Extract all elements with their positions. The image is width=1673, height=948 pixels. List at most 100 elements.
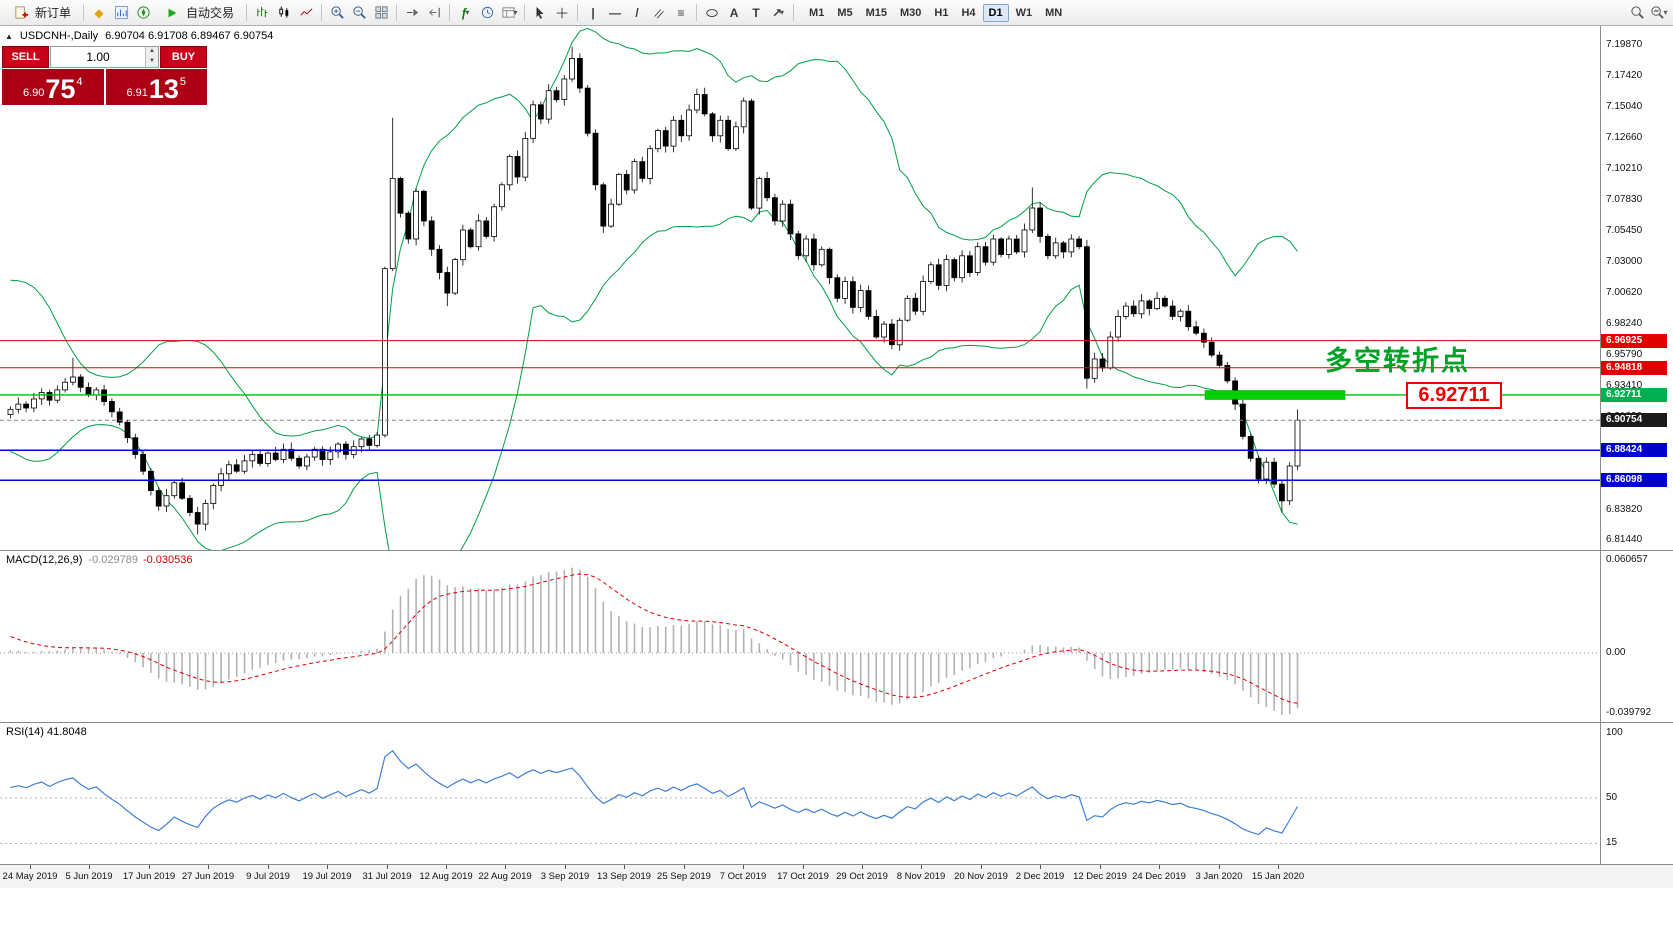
macd-axis[interactable]: 0.060657 0.00 -0.039792 — [1600, 551, 1673, 722]
price-chart-canvas[interactable] — [0, 26, 1600, 550]
sell-price-display[interactable]: 6.90 75 4 — [2, 69, 104, 105]
arrows-dropdown-icon: ▾ — [780, 8, 785, 17]
separator — [321, 4, 323, 21]
ohlc-values: 6.90704 6.91708 6.89467 6.90754 — [105, 30, 274, 42]
price-axis-label: 6.98240 — [1606, 318, 1643, 329]
indicators-dropdown-icon: ▾ — [465, 8, 470, 17]
price-tag: 6.96925 — [1601, 334, 1667, 348]
buy-button[interactable]: BUY — [160, 46, 207, 68]
price-axis[interactable]: 7.19870 7.17420 7.15040 7.12660 7.10210 7.078… — [1600, 26, 1673, 550]
magnifier-chart-icon[interactable]: ▾ — [1649, 3, 1669, 22]
price-tag: 6.90754 — [1601, 413, 1667, 427]
rsi-axis[interactable]: 100 50 15 — [1600, 723, 1673, 864]
rsi-pane[interactable]: 100 50 15 RSI(14) 41.8048 — [0, 722, 1673, 864]
templates-icon[interactable]: ▾ — [499, 3, 519, 22]
zoom-out-icon[interactable] — [349, 3, 369, 22]
timeframe-button-M30[interactable]: M30 — [900, 6, 922, 19]
symbol-period-label: USDCNH-,Daily — [19, 30, 99, 42]
auto-scroll-icon[interactable] — [402, 3, 422, 22]
new-order-icon — [11, 3, 31, 22]
timeframes-clock-icon[interactable] — [477, 3, 497, 22]
separator — [449, 4, 451, 21]
date-tick — [565, 865, 566, 869]
trendline-icon[interactable]: / — [635, 5, 639, 20]
chart-title: ▲ USDCNH-,Daily 6.90704 6.91708 6.89467 … — [5, 30, 273, 42]
separator — [396, 4, 398, 21]
timeframe-button-H4[interactable]: H4 — [961, 6, 976, 19]
price-axis-label: 6.81440 — [1606, 534, 1643, 545]
macd-canvas[interactable] — [0, 551, 1600, 722]
search-icon[interactable] — [1627, 3, 1647, 22]
date-label: 25 Sep 2019 — [657, 871, 711, 882]
market-watch-icon[interactable] — [111, 3, 131, 22]
horizontal-line-icon[interactable]: — — [609, 5, 622, 20]
shapes-icon[interactable] — [702, 3, 722, 22]
date-tick — [1278, 865, 1279, 869]
one-click-trading-panel: SELL 1.00 ▲ ▼ BUY 6.90 75 4 6.91 13 5 — [2, 46, 207, 105]
time-axis[interactable]: 24 May 2019 5 Jun 2019 17 Jun 2019 27 Jun 2… — [0, 864, 1673, 888]
date-tick — [684, 865, 685, 869]
line-chart-icon[interactable] — [296, 3, 316, 22]
sell-button[interactable]: SELL — [2, 46, 49, 68]
date-label: 24 Dec 2019 — [1132, 871, 1186, 882]
price-axis-label: 7.12660 — [1606, 132, 1643, 143]
annotation-text: 多空转折点 — [1325, 346, 1470, 376]
timeframe-button-H1[interactable]: H1 — [934, 6, 949, 19]
price-axis-label: 6.83820 — [1606, 504, 1643, 515]
fibonacci-icon[interactable]: ≡ — [677, 5, 685, 20]
price-tag: 6.86098 — [1601, 473, 1667, 487]
date-label: 3 Sep 2019 — [540, 871, 590, 882]
toolbar: 新订单 ◆ 自动交易 — [0, 0, 1673, 26]
bottom-space — [0, 888, 1673, 948]
volume-value[interactable]: 1.00 — [86, 50, 110, 64]
profile-icon[interactable]: ◆ — [94, 5, 104, 20]
tile-windows-icon[interactable] — [371, 3, 391, 22]
macd-axis-label: 0.060657 — [1606, 554, 1648, 565]
separator — [793, 4, 795, 21]
label-icon[interactable]: T — [752, 5, 760, 20]
date-label: 22 Aug 2019 — [478, 871, 532, 882]
date-label: 3 Jan 2020 — [1195, 871, 1243, 882]
chart-shift-icon[interactable] — [424, 3, 444, 22]
volume-down-icon[interactable]: ▼ — [146, 57, 158, 67]
date-label: 17 Oct 2019 — [777, 871, 829, 882]
date-tick — [446, 865, 447, 869]
separator — [577, 4, 579, 21]
templates-dropdown-icon: ▾ — [513, 8, 518, 17]
macd-pane[interactable]: 0.060657 0.00 -0.039792 MACD(12,26,9) -0.02… — [0, 550, 1673, 722]
date-tick — [862, 865, 863, 869]
vertical-line-icon[interactable]: | — [591, 5, 595, 20]
equidistant-channel-icon[interactable] — [649, 3, 669, 22]
arrows-icon[interactable]: ↗ ▾ — [771, 5, 785, 20]
collapse-pane-icon[interactable]: ▲ — [5, 31, 13, 41]
auto-trading-button[interactable]: 自动交易 — [155, 1, 241, 24]
candlestick-chart-icon[interactable] — [274, 3, 294, 22]
zoom-in-icon[interactable] — [327, 3, 347, 22]
cursor-icon[interactable] — [530, 3, 550, 22]
price-axis-label: 7.03000 — [1606, 256, 1643, 267]
date-tick — [89, 865, 90, 869]
timeframe-button-D1[interactable]: D1 — [982, 3, 1009, 22]
volume-up-icon[interactable]: ▲ — [146, 47, 158, 57]
timeframe-button-MN[interactable]: MN — [1045, 6, 1063, 19]
bar-chart-icon[interactable] — [252, 3, 272, 22]
timeframe-button-M15[interactable]: M15 — [865, 6, 887, 19]
buy-price-display[interactable]: 6.91 13 5 — [105, 69, 207, 105]
price-callout: 6.92711 — [1406, 382, 1502, 409]
indicators-icon[interactable]: ƒ ▾ — [460, 5, 470, 20]
crosshair-icon[interactable] — [552, 3, 572, 22]
timeframe-button-M5[interactable]: M5 — [837, 6, 853, 19]
date-tick — [624, 865, 625, 869]
navigator-icon[interactable] — [133, 3, 153, 22]
timeframe-toolbar: M1 M5 M15 M30 H1 H4 D1 W1 MN — [803, 3, 1068, 22]
date-tick — [981, 865, 982, 869]
price-axis-label: 7.05450 — [1606, 225, 1643, 236]
timeframe-button-W1[interactable]: W1 — [1015, 6, 1033, 19]
timeframe-button-M1[interactable]: M1 — [809, 6, 825, 19]
text-icon[interactable]: A — [729, 5, 739, 20]
volume-stepper[interactable]: 1.00 ▲ ▼ — [50, 46, 159, 68]
price-pane[interactable]: 7.19870 7.17420 7.15040 7.12660 7.10210 7.078… — [0, 26, 1673, 550]
rsi-canvas[interactable] — [0, 723, 1600, 864]
date-tick — [803, 865, 804, 869]
new-order-button[interactable]: 新订单 — [4, 1, 78, 24]
